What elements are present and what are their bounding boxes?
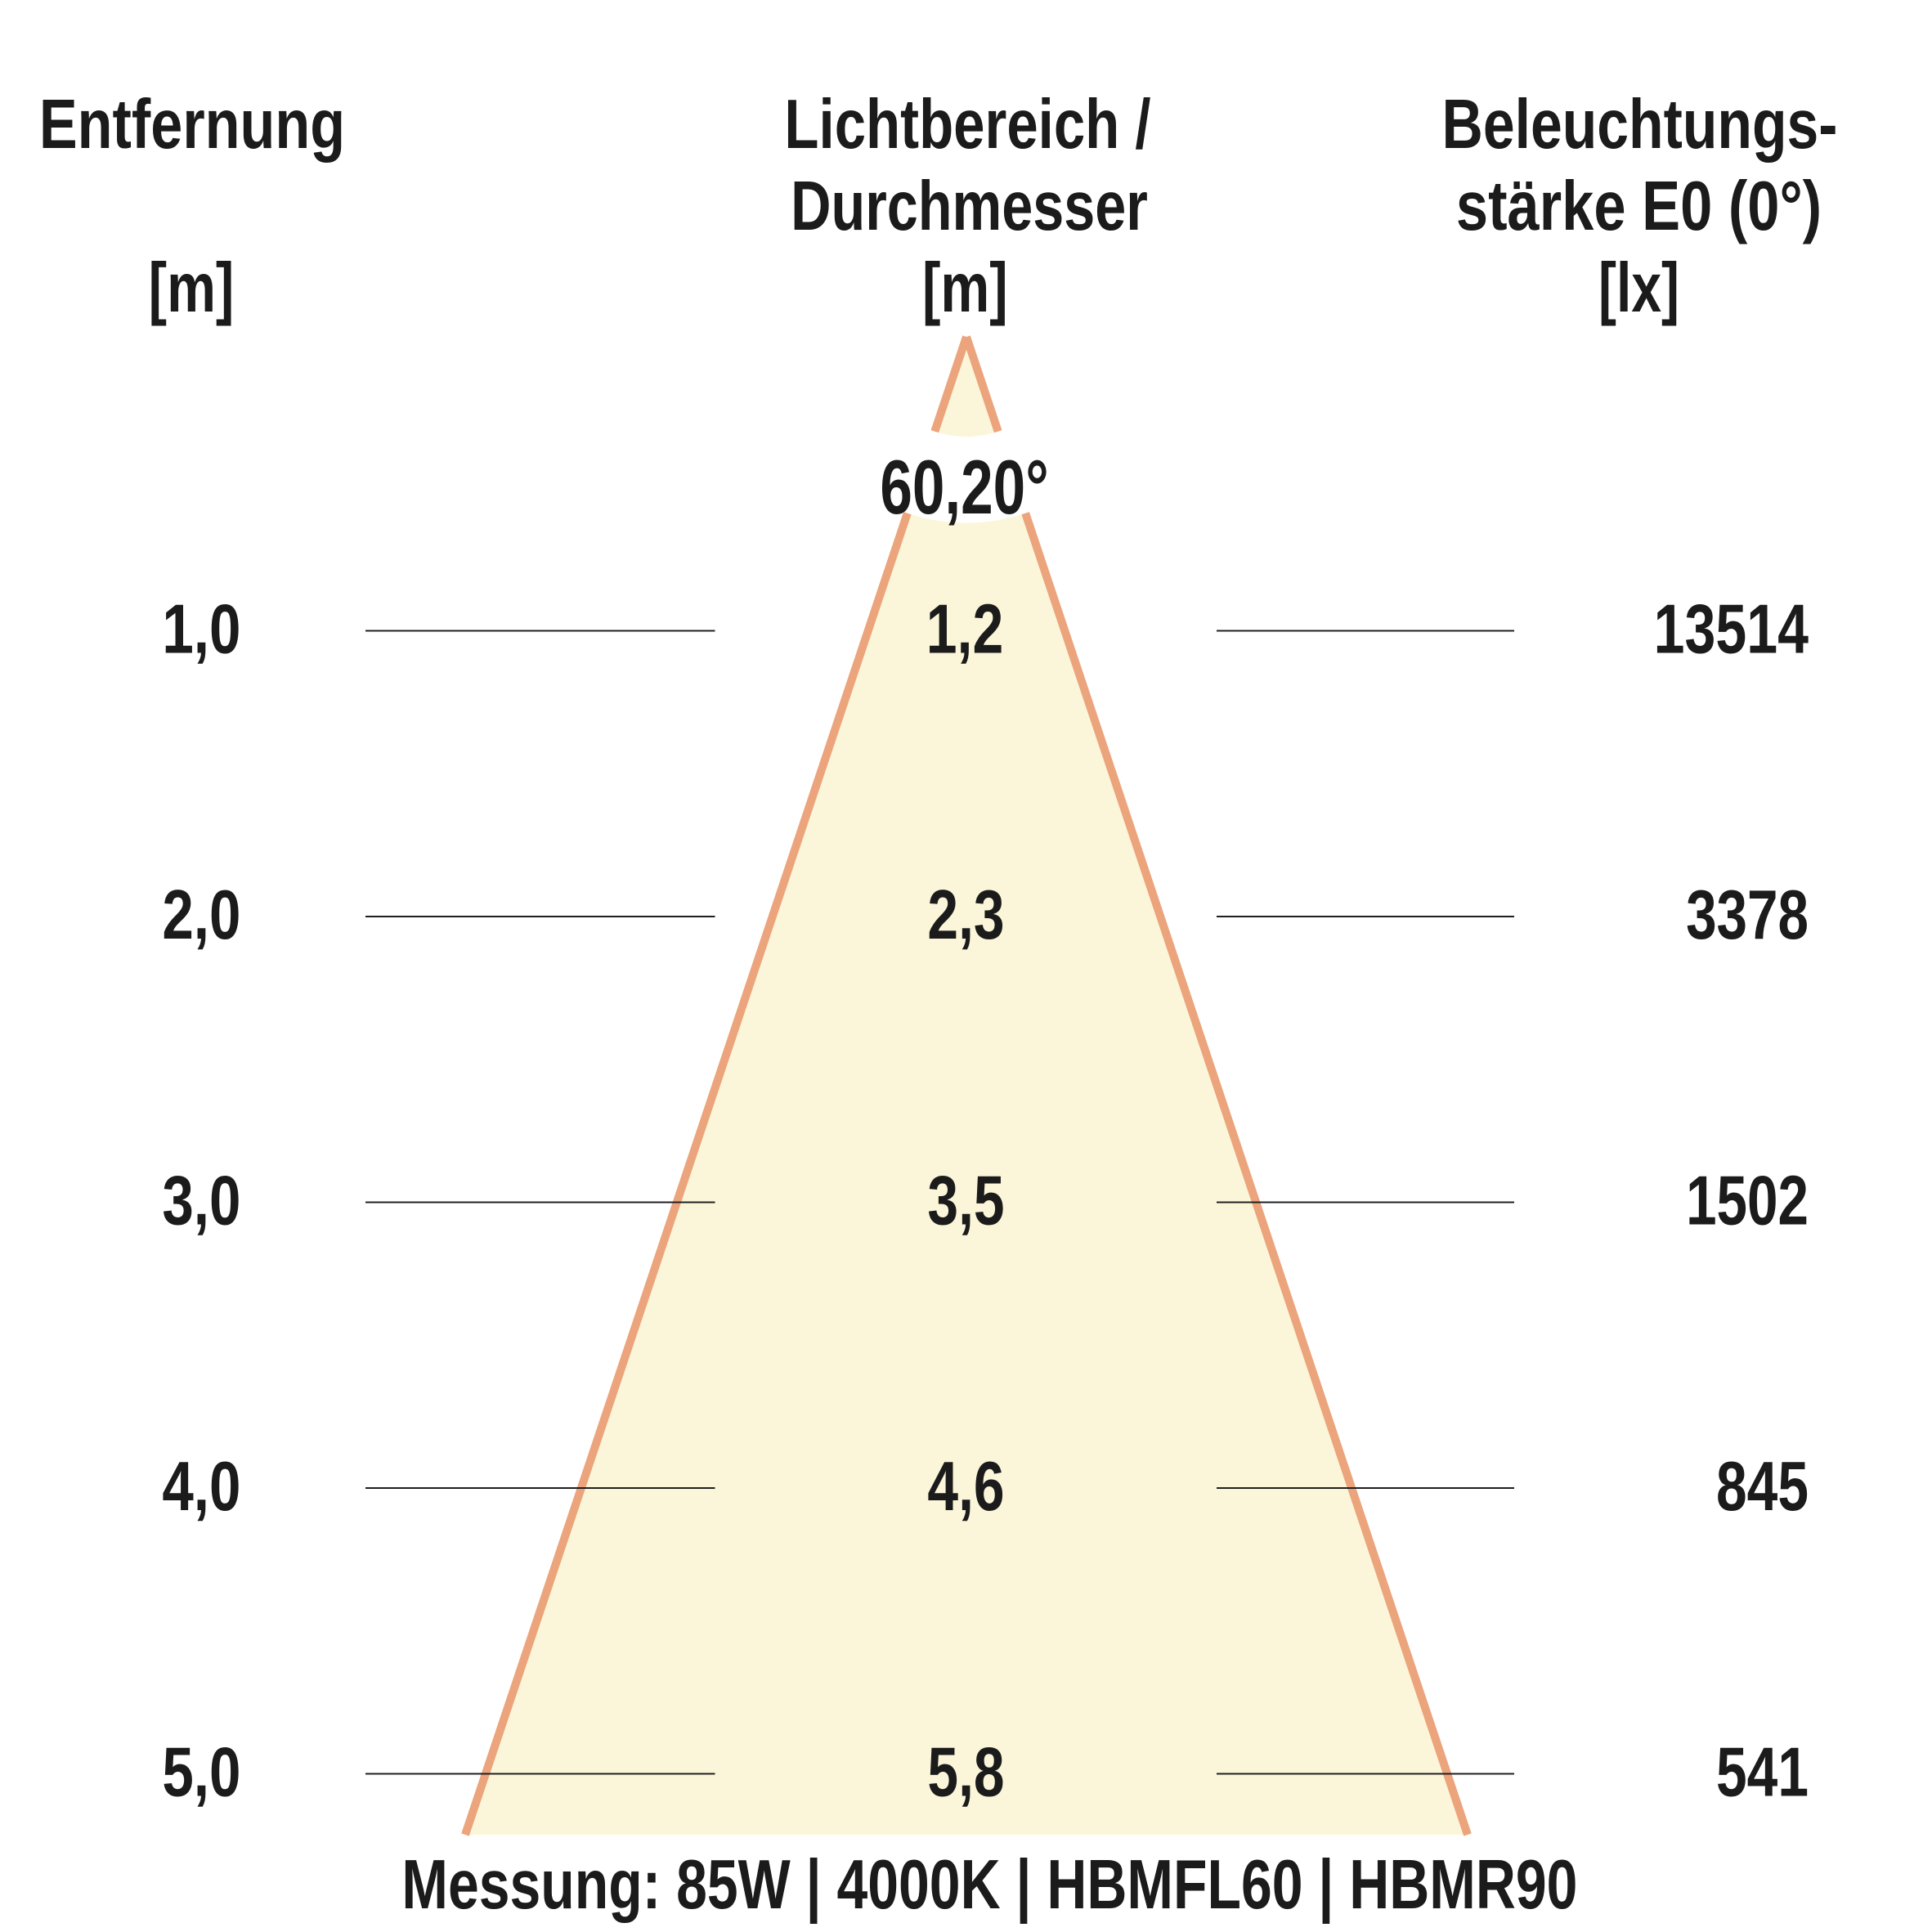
svg-text:3,0: 3,0 <box>162 1163 240 1239</box>
svg-text:3378: 3378 <box>1686 877 1809 954</box>
svg-text:stärke E0 (0°): stärke E0 (0°) <box>1456 167 1822 245</box>
svg-text:3,5: 3,5 <box>927 1162 1004 1239</box>
svg-text:2,0: 2,0 <box>162 876 240 953</box>
svg-text:2,3: 2,3 <box>927 876 1004 954</box>
svg-text:Entfernung: Entfernung <box>39 85 345 164</box>
svg-text:[m]: [m] <box>922 250 1008 327</box>
svg-text:Lichtbereich /: Lichtbereich / <box>784 86 1150 163</box>
svg-text:Beleuchtungs-: Beleuchtungs- <box>1441 87 1837 164</box>
svg-text:1,0: 1,0 <box>162 591 240 668</box>
svg-text:Messung: 85W | 4000K | HBMFL60: Messung: 85W | 4000K | HBMFL60 | HBMR90 <box>401 1846 1577 1924</box>
svg-text:4,0: 4,0 <box>162 1448 240 1525</box>
svg-text:541: 541 <box>1716 1733 1809 1811</box>
svg-text:1502: 1502 <box>1686 1163 1809 1239</box>
svg-text:Durchmesser: Durchmesser <box>791 168 1148 245</box>
svg-text:60,20°: 60,20° <box>880 444 1048 530</box>
svg-text:[lx]: [lx] <box>1598 249 1679 327</box>
svg-text:5,0: 5,0 <box>162 1734 240 1811</box>
svg-text:845: 845 <box>1716 1448 1809 1526</box>
svg-text:5,8: 5,8 <box>927 1733 1004 1811</box>
svg-text:1,2: 1,2 <box>926 590 1004 668</box>
svg-text:4,6: 4,6 <box>927 1448 1004 1526</box>
svg-text:[m]: [m] <box>149 250 235 327</box>
svg-text:13514: 13514 <box>1654 590 1809 668</box>
